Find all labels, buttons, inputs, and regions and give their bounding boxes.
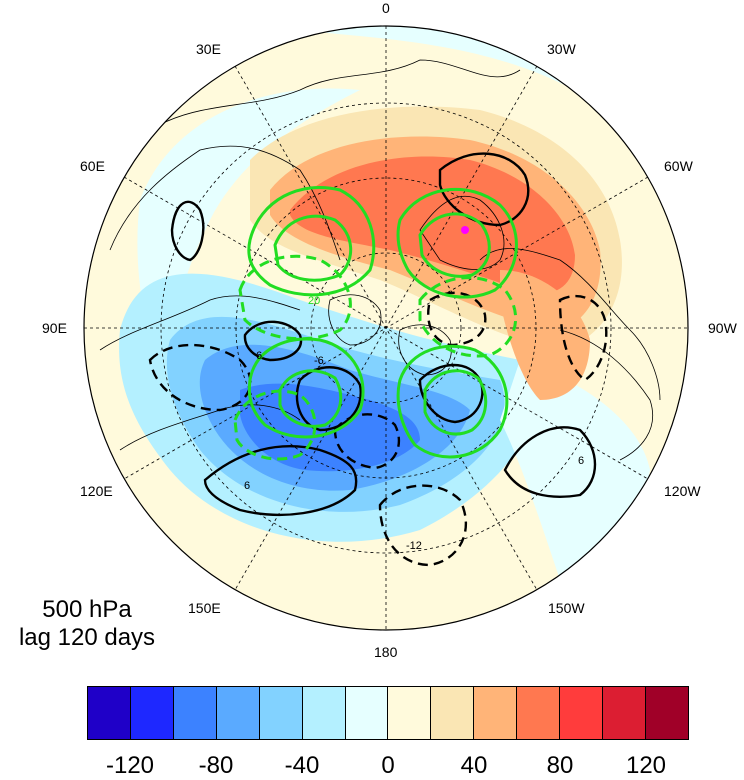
- green-contours: [247, 185, 518, 459]
- caption: 500 hPa lag 120 days: [0, 596, 174, 652]
- colorbar-swatch: [388, 687, 432, 739]
- black-contours: [170, 152, 597, 517]
- lon-label-150e: 150E: [188, 600, 221, 616]
- colorbar-swatch: [560, 687, 604, 739]
- contour-label: 6: [256, 350, 262, 362]
- colorbar-swatch: [173, 687, 217, 739]
- colorbar-swatch: [130, 687, 174, 739]
- lon-label-150w: 150W: [548, 600, 585, 616]
- shading-red-north: [290, 156, 575, 294]
- lon-label-0: 0: [382, 0, 390, 16]
- lon-label-90w: 90W: [708, 320, 737, 336]
- colorbar-tick: -40: [284, 752, 320, 779]
- location-marker: [461, 226, 469, 234]
- colorbar-swatch: [88, 687, 131, 739]
- contour-label: -12: [406, 540, 422, 552]
- colorbar-swatch: [259, 687, 303, 739]
- caption-level: 500 hPa: [42, 596, 132, 623]
- colorbar-tick: 0: [381, 752, 395, 779]
- shading-light-blue-se: [500, 360, 650, 580]
- colorbar-swatch: [645, 687, 688, 739]
- colorbar-swatch: [345, 687, 389, 739]
- map-boundary: [83, 25, 689, 631]
- colorbar-swatch: [603, 687, 646, 739]
- colorbar-swatch: [517, 687, 561, 739]
- lon-label-30w: 30W: [547, 41, 576, 57]
- contour-label: 6: [244, 480, 250, 492]
- lon-label-180: 180: [374, 644, 398, 660]
- lon-label-60w: 60W: [664, 158, 693, 174]
- lon-label-90e: 90E: [42, 320, 67, 336]
- contour-label: 6: [578, 455, 584, 467]
- colorbar-swatch: [216, 687, 260, 739]
- colorbar-tick: 40: [460, 752, 488, 779]
- lon-label-120e: 120E: [80, 483, 113, 499]
- colorbar-swatch: [431, 687, 475, 739]
- colorbar-tick: 120: [625, 752, 667, 779]
- contour-label: 20: [308, 295, 320, 307]
- shading-orange-east: [500, 270, 590, 400]
- graticule: [84, 26, 688, 630]
- color-bar: [87, 686, 689, 740]
- colorbar-swatch: [474, 687, 518, 739]
- shading-deep-blue-sw: [240, 383, 420, 472]
- colorbar-tick: -120: [105, 752, 155, 779]
- shading-light-blue-ring: [137, 88, 360, 421]
- contour-label: -6: [314, 355, 324, 367]
- colorbar-tick: 80: [546, 752, 574, 779]
- lon-label-120w: 120W: [664, 483, 701, 499]
- lon-label-60e: 60E: [80, 158, 105, 174]
- lon-label-30e: 30E: [196, 41, 221, 57]
- colorbar-swatch: [302, 687, 346, 739]
- green-dashed-contours: [233, 254, 518, 461]
- colorbar-tick: -80: [198, 752, 234, 779]
- caption-lag: lag 120 days: [18, 624, 156, 651]
